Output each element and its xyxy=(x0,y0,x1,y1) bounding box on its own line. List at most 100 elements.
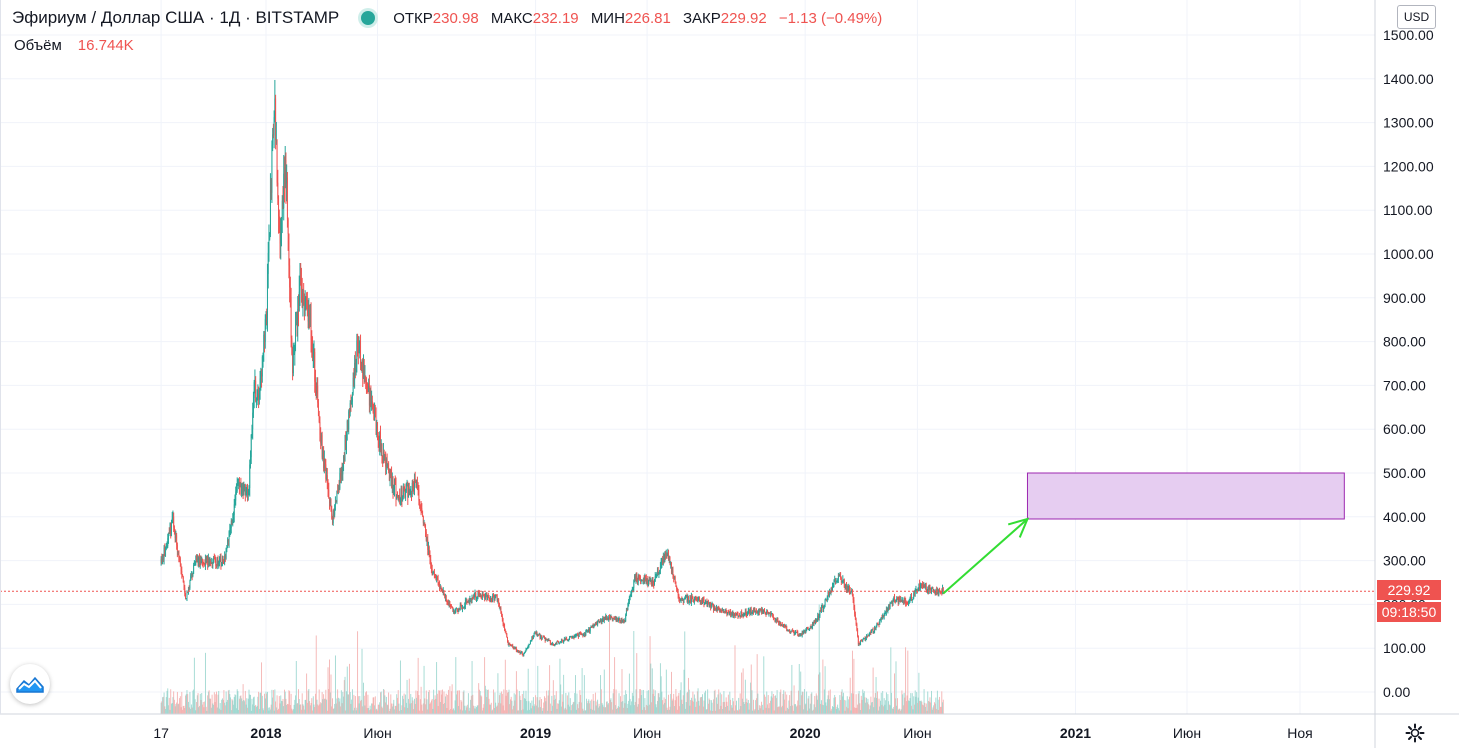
volume-bar xyxy=(354,696,356,714)
candle-body xyxy=(516,650,518,652)
volume-bar xyxy=(328,689,330,714)
volume-bar xyxy=(338,701,340,714)
candle-body xyxy=(501,616,503,619)
candle-body xyxy=(296,322,298,327)
currency-button[interactable]: USD xyxy=(1397,5,1436,29)
volume-bar xyxy=(625,693,627,714)
volume-bar xyxy=(726,701,728,714)
volume-bar xyxy=(648,704,650,714)
candle-body xyxy=(873,631,875,633)
candle-body xyxy=(851,590,853,595)
candle-body xyxy=(919,586,921,588)
open-value: 230.98 xyxy=(432,9,479,27)
volume-bar xyxy=(665,698,667,714)
volume-bar xyxy=(747,699,749,714)
volume-bar xyxy=(801,695,802,714)
candle-body xyxy=(251,429,253,435)
candle-body xyxy=(746,614,748,616)
volume-bar xyxy=(301,709,302,714)
symbol-title[interactable]: Эфириум / Доллар США · 1Д · BITSTAMP xyxy=(12,8,340,27)
candle-body xyxy=(880,617,882,620)
candle-body xyxy=(447,601,449,603)
candle-body xyxy=(340,467,342,479)
volume-bar xyxy=(645,704,647,714)
candle-body xyxy=(842,579,844,581)
candle-body xyxy=(498,603,500,608)
settings-button[interactable] xyxy=(1404,722,1426,744)
volume-bar xyxy=(661,691,663,714)
candle-body xyxy=(503,623,505,626)
volume-bar xyxy=(637,704,639,714)
volume-bar xyxy=(467,693,469,714)
candle-body xyxy=(455,608,457,612)
candle-body xyxy=(836,581,838,583)
candle-body xyxy=(903,599,905,603)
candle-body xyxy=(604,617,606,619)
candle-body xyxy=(204,564,206,566)
volume-bar xyxy=(659,697,661,714)
volume-bar xyxy=(431,698,433,714)
candle-body xyxy=(634,576,636,580)
candle-body xyxy=(520,652,522,654)
candle-body xyxy=(739,616,741,618)
y-tick-label: 100.00 xyxy=(1383,640,1426,656)
candle-body xyxy=(894,600,896,602)
candle-body xyxy=(357,346,359,354)
candle-body xyxy=(719,608,720,611)
volume-bar xyxy=(336,698,338,714)
volume-bar xyxy=(566,695,568,714)
candle-body xyxy=(787,630,789,632)
tradingview-logo-button[interactable] xyxy=(10,664,50,704)
candle-body xyxy=(925,586,927,591)
volume-bar xyxy=(555,698,556,714)
volume-bar xyxy=(744,679,746,714)
candle-body xyxy=(570,636,572,638)
candle-body xyxy=(196,556,198,562)
candle-body xyxy=(755,611,757,613)
candle-body xyxy=(199,556,201,565)
volume-bar xyxy=(168,697,170,714)
candle-body xyxy=(927,589,929,592)
candle-body xyxy=(460,605,462,607)
volume-bar xyxy=(502,705,504,714)
volume-bar xyxy=(690,700,692,714)
volume-bar xyxy=(721,708,723,714)
volume-bar xyxy=(708,698,710,714)
candle-body xyxy=(775,619,777,621)
volume-bar xyxy=(693,694,695,714)
volume-bar xyxy=(644,698,646,714)
volume-bar xyxy=(326,699,328,714)
candle-body xyxy=(800,633,802,636)
volume-bar xyxy=(701,696,703,714)
candle-body xyxy=(359,345,361,350)
candle-body xyxy=(459,605,461,610)
volume-bar xyxy=(378,704,380,714)
candle-body xyxy=(201,559,203,563)
volume-bar xyxy=(460,699,462,714)
volume-bar xyxy=(362,706,364,714)
volume-bar xyxy=(885,700,887,714)
candle-body xyxy=(336,490,338,503)
volume-bar xyxy=(512,709,514,714)
candle-body xyxy=(324,458,326,465)
volume-bar xyxy=(581,668,583,714)
candle-body xyxy=(281,200,283,220)
candle-body xyxy=(732,613,734,615)
candle-body xyxy=(171,521,172,533)
volume-bar xyxy=(831,708,833,714)
candle-body xyxy=(412,482,414,484)
candle-body xyxy=(545,638,547,641)
volume-bar xyxy=(823,705,825,714)
candle-body xyxy=(891,602,893,604)
volume-bar xyxy=(688,689,690,714)
candle-body xyxy=(391,479,393,487)
candle-body xyxy=(737,613,739,618)
volume-bar xyxy=(352,710,354,714)
volume-bar xyxy=(739,693,741,714)
volume-bar xyxy=(787,709,789,714)
candle-body xyxy=(594,624,596,626)
candle-body xyxy=(245,490,247,495)
candle-body xyxy=(791,630,793,632)
candle-body xyxy=(407,484,409,498)
